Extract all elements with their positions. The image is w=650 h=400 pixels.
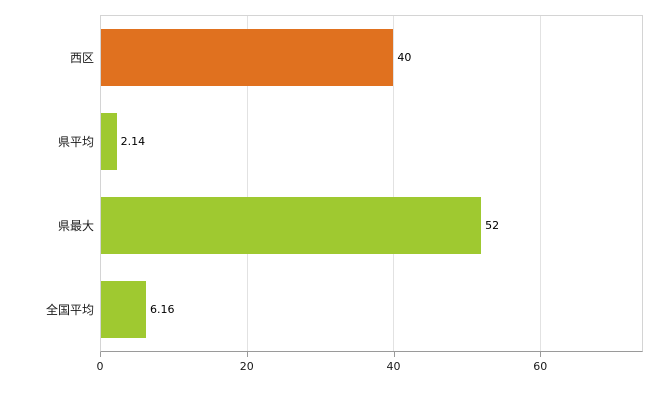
- bar-row: 6.16: [101, 267, 642, 351]
- category-row: 全国平均: [0, 268, 94, 352]
- bar: [101, 113, 117, 171]
- bar: [101, 29, 394, 87]
- plot-area: 40 2.14 52 6.16: [100, 15, 643, 352]
- bars-layer: 40 2.14 52 6.16: [101, 16, 642, 351]
- category-label: 県平均: [57, 134, 94, 149]
- x-tick-mark: [540, 352, 542, 357]
- gridline: [393, 16, 395, 351]
- category-label: 県最大: [57, 219, 94, 234]
- x-tick-label: 0: [96, 360, 104, 373]
- category-row: 西区: [0, 15, 94, 99]
- bar: [101, 280, 147, 338]
- category-row: 県平均: [0, 99, 94, 183]
- category-row: 県最大: [0, 184, 94, 268]
- bar-value-label: 52: [485, 218, 500, 232]
- bar-row: 40: [101, 16, 642, 100]
- x-tick-mark: [100, 352, 101, 357]
- gridline: [247, 16, 249, 351]
- x-tick-label: 60: [533, 360, 548, 373]
- bar-row: 2.14: [101, 100, 642, 184]
- bar-value-label: 40: [397, 51, 412, 65]
- x-tick-mark: [393, 352, 395, 357]
- x-tick-mark: [246, 352, 248, 357]
- gridline: [539, 16, 541, 351]
- bar: [101, 196, 482, 254]
- bar-value-label: 6.16: [150, 302, 175, 316]
- bar-value-label: 2.14: [120, 135, 146, 149]
- category-label: 西区: [69, 50, 94, 65]
- y-axis-category-labels: 西区県平均県最大全国平均: [0, 15, 94, 352]
- bar-row: 52: [101, 184, 642, 268]
- x-tick-label: 20: [239, 360, 254, 373]
- x-tick-label: 40: [386, 360, 401, 373]
- category-label: 全国平均: [45, 303, 94, 318]
